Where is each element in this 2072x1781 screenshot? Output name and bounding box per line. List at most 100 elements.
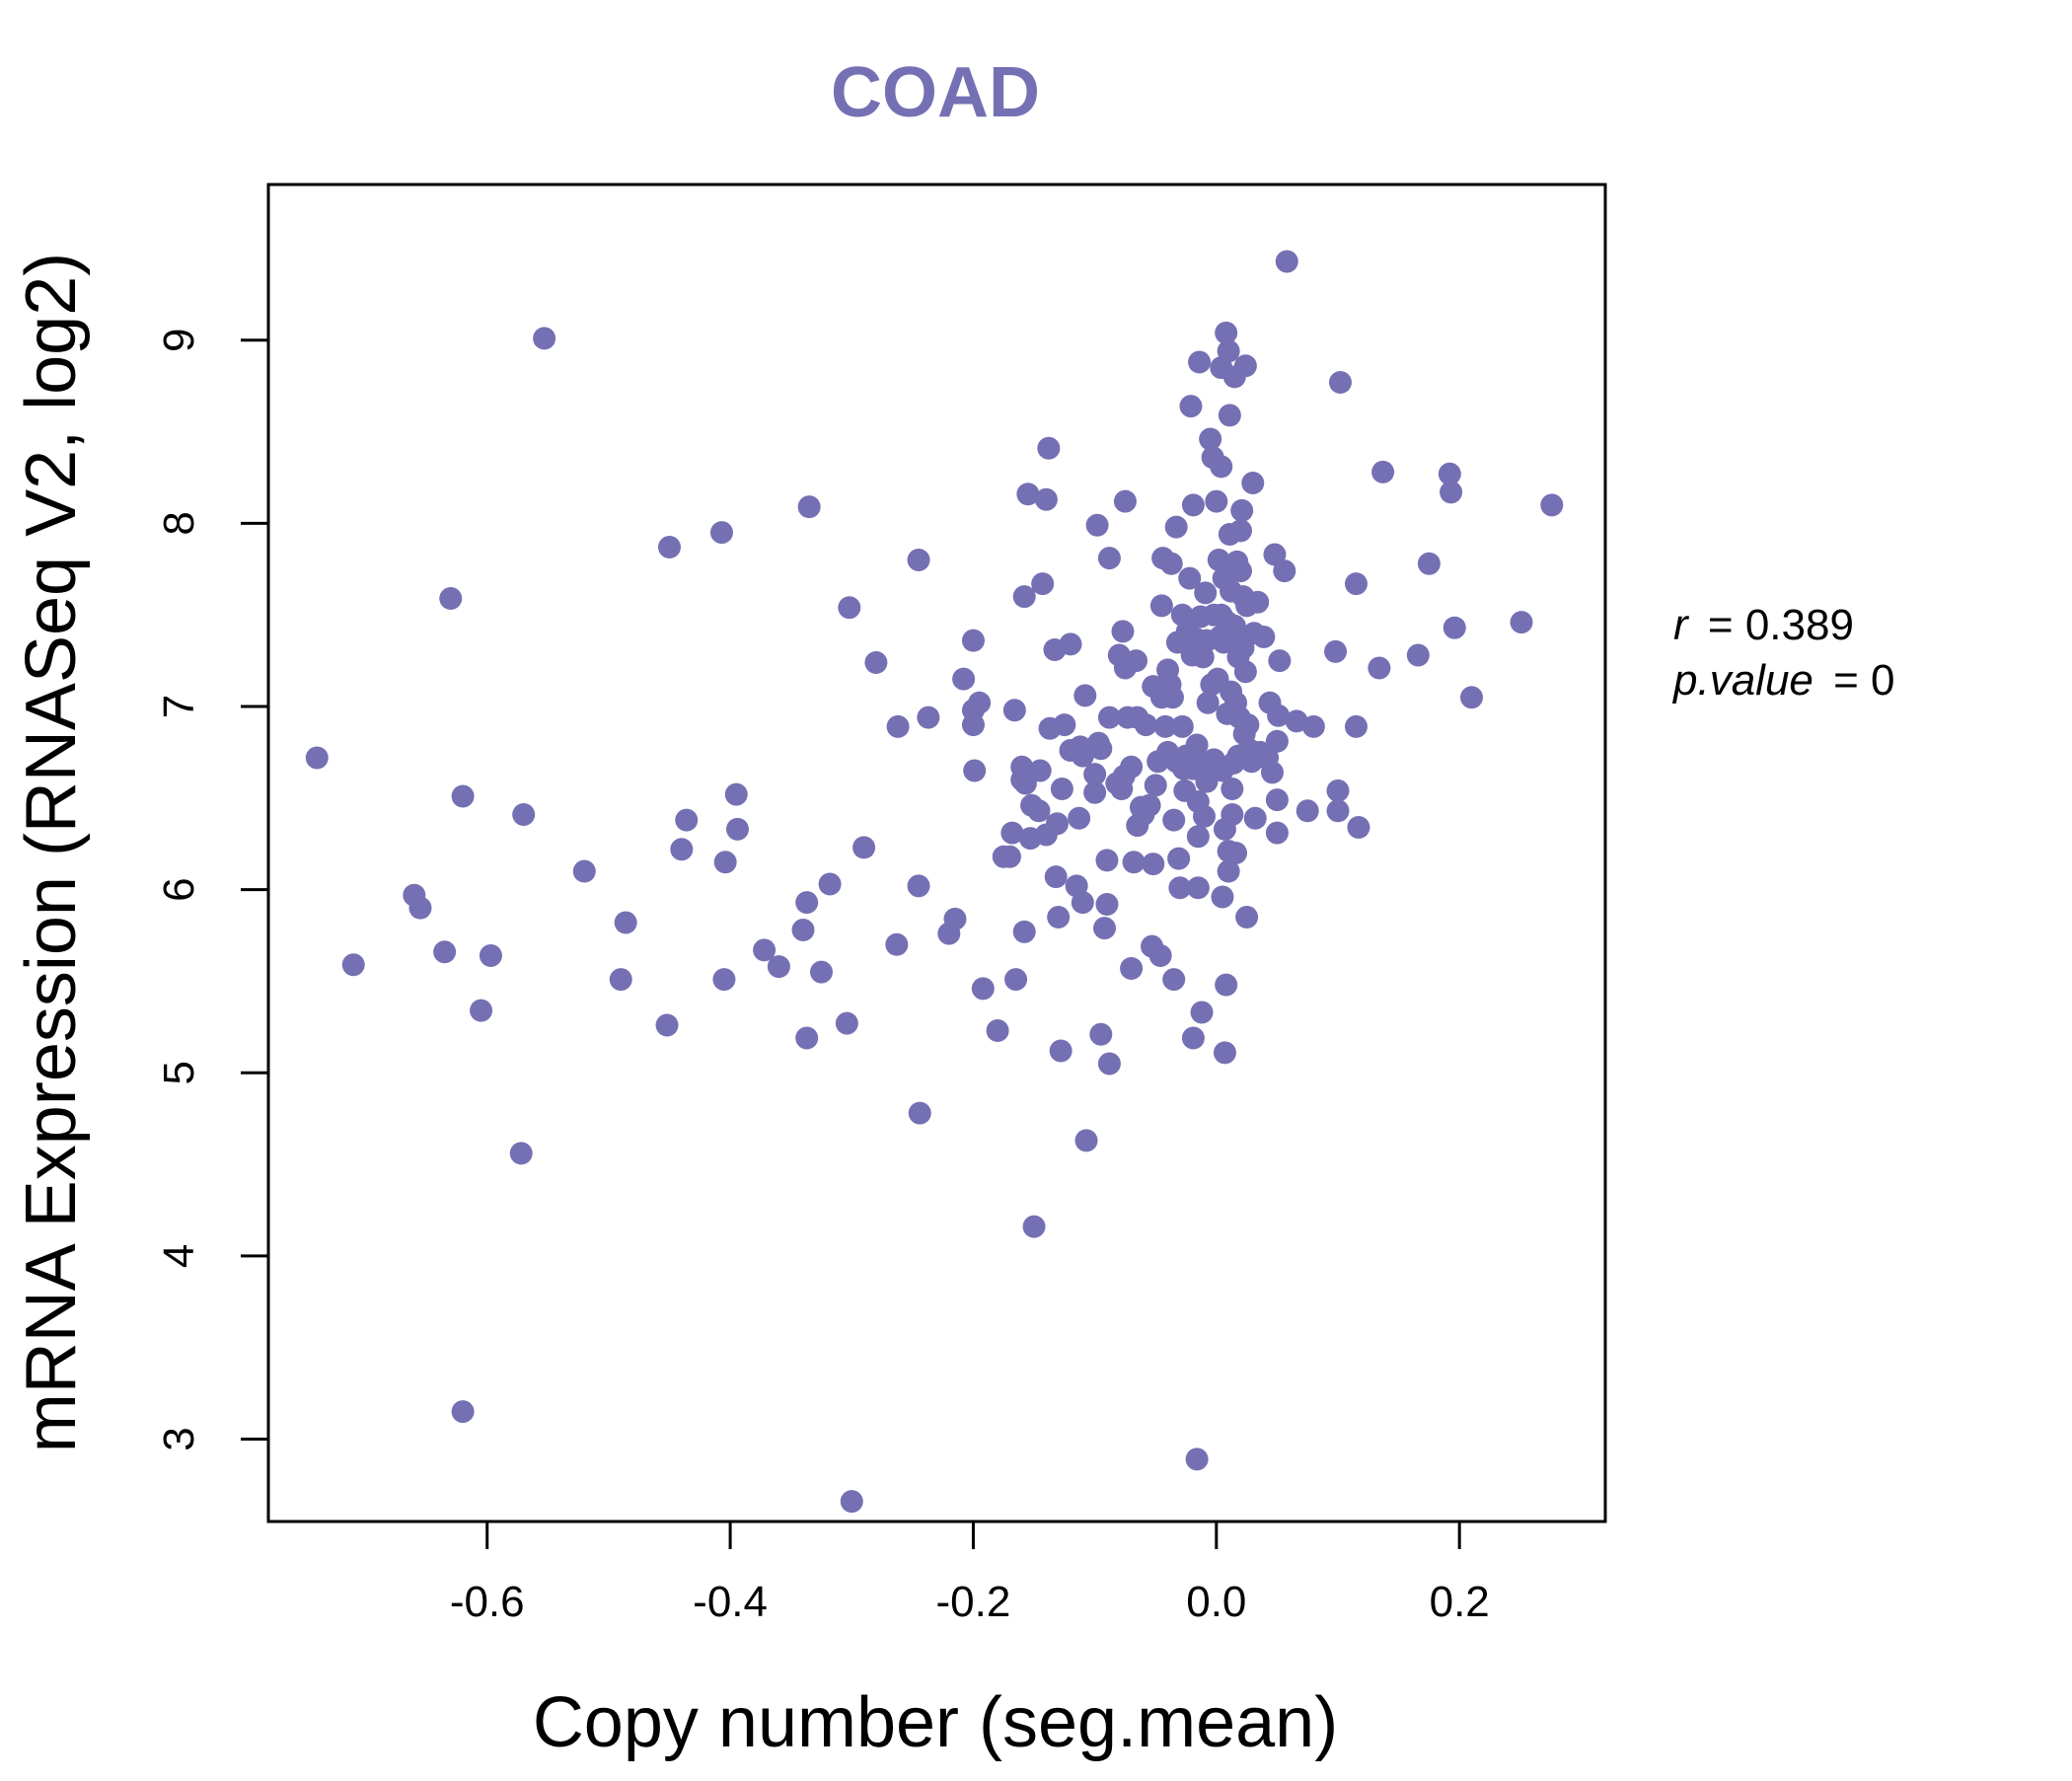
- data-point: [1027, 799, 1051, 823]
- data-point: [886, 714, 910, 738]
- data-point: [1326, 779, 1350, 802]
- data-point: [767, 955, 790, 979]
- data-point: [1178, 566, 1202, 590]
- data-point: [1013, 772, 1037, 795]
- data-point: [1181, 1026, 1205, 1050]
- x-tick-label: -0.4: [693, 1578, 768, 1626]
- data-point: [1267, 704, 1291, 727]
- data-point: [1295, 799, 1319, 823]
- data-point: [655, 1013, 679, 1037]
- data-point: [1196, 691, 1220, 714]
- data-point: [1217, 859, 1240, 883]
- data-point: [1002, 699, 1026, 722]
- data-point: [433, 940, 457, 964]
- data-point: [1022, 1215, 1046, 1238]
- data-point: [1440, 481, 1463, 504]
- data-point: [1188, 350, 1212, 374]
- data-point: [1265, 788, 1289, 812]
- data-point: [1134, 713, 1157, 737]
- data-point: [968, 691, 992, 714]
- data-point: [1268, 649, 1292, 673]
- data-point: [1199, 427, 1222, 451]
- data-point: [305, 746, 329, 770]
- data-point: [1344, 714, 1368, 738]
- data-point: [753, 938, 777, 962]
- data-point: [1417, 552, 1441, 575]
- data-point: [1265, 729, 1289, 753]
- data-point: [1044, 865, 1068, 889]
- data-point: [1125, 649, 1148, 673]
- correlation-stats: r = 0.389 p.value = 0: [1671, 601, 1895, 705]
- data-point: [572, 859, 596, 883]
- data-point: [1168, 876, 1192, 900]
- y-tick-label: 5: [155, 1061, 203, 1084]
- data-point: [1235, 905, 1259, 928]
- data-point: [1194, 581, 1218, 605]
- data-point: [1344, 572, 1368, 596]
- data-point: [1074, 1129, 1098, 1152]
- data-point: [961, 629, 985, 652]
- data-point: [1031, 572, 1055, 596]
- data-point: [439, 586, 463, 610]
- data-point: [1142, 853, 1165, 876]
- y-tick-label: 8: [155, 511, 203, 535]
- data-point: [1186, 876, 1210, 900]
- data-point: [1095, 849, 1119, 872]
- data-point: [838, 596, 861, 620]
- data-point: [1460, 686, 1483, 709]
- data-point: [1190, 1001, 1214, 1024]
- data-point: [1159, 552, 1183, 575]
- data-point: [835, 1011, 858, 1035]
- data-point: [1059, 632, 1082, 656]
- y-tick-label: 9: [155, 329, 203, 352]
- data-point: [961, 713, 985, 737]
- data-point: [1162, 968, 1186, 992]
- data-point: [1153, 714, 1177, 738]
- data-point: [1012, 920, 1036, 943]
- data-point: [1004, 968, 1028, 992]
- data-point: [509, 1142, 533, 1165]
- data-point: [675, 808, 699, 832]
- data-point: [658, 536, 681, 559]
- data-point: [1068, 806, 1091, 830]
- data-point: [917, 705, 940, 729]
- data-point: [907, 549, 930, 572]
- data-point: [1000, 821, 1024, 845]
- data-point: [614, 911, 637, 934]
- data-point: [1160, 686, 1184, 709]
- data-point: [1217, 339, 1240, 363]
- data-point: [1016, 482, 1040, 506]
- data-point: [998, 845, 1021, 868]
- x-tick-label: 0.2: [1430, 1578, 1490, 1626]
- data-point: [1144, 774, 1167, 797]
- data-point: [795, 891, 819, 915]
- data-point: [1221, 803, 1244, 827]
- data-point: [1089, 1022, 1113, 1046]
- data-point: [1034, 487, 1058, 511]
- data-point: [1210, 455, 1233, 479]
- data-point: [1164, 515, 1188, 539]
- data-point: [1273, 559, 1296, 583]
- data-point: [451, 784, 475, 808]
- data-point: [1301, 714, 1325, 738]
- data-point: [1050, 778, 1073, 801]
- data-point: [1443, 616, 1466, 639]
- x-tick-label: 0.0: [1186, 1578, 1246, 1626]
- data-point: [1037, 436, 1061, 460]
- data-point: [724, 782, 748, 806]
- data-point: [1047, 905, 1071, 928]
- data-point: [1097, 1052, 1121, 1076]
- data-point: [1185, 1447, 1209, 1471]
- data-point: [479, 943, 502, 967]
- p-stat: p.value = 0: [1671, 656, 1895, 705]
- data-point: [408, 896, 432, 920]
- data-point: [797, 495, 821, 519]
- data-point: [712, 968, 736, 992]
- data-point: [818, 872, 842, 896]
- data-point: [1438, 462, 1461, 485]
- data-point: [1205, 489, 1228, 513]
- data-point: [986, 1019, 1009, 1043]
- data-point: [609, 968, 632, 992]
